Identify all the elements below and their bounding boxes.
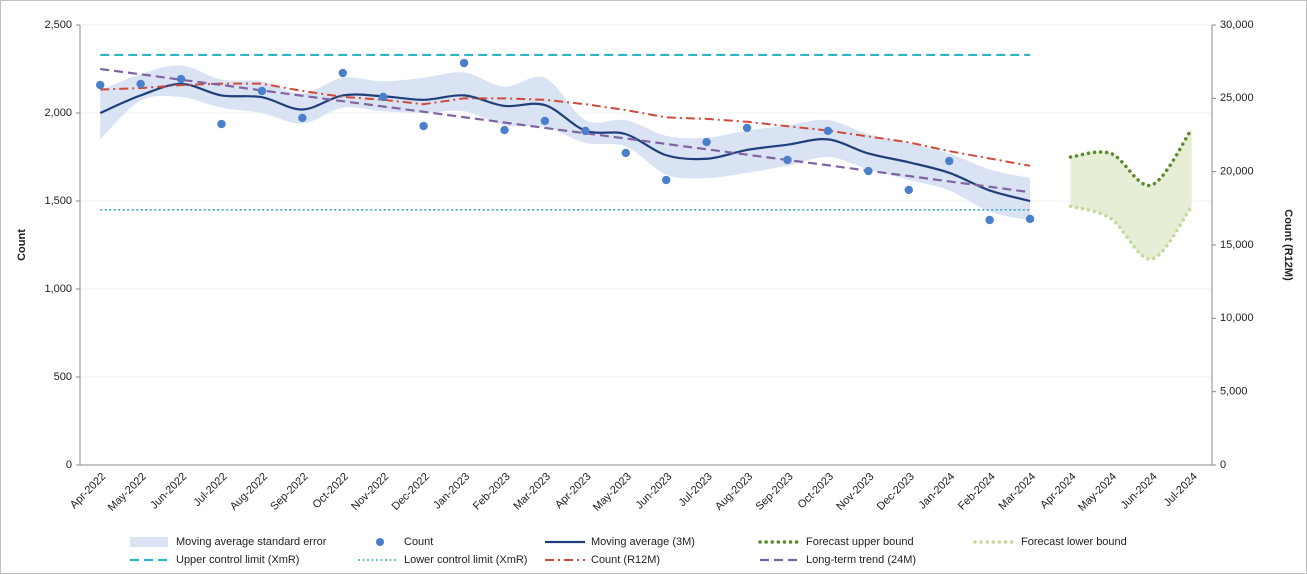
series-line: [1068, 127, 1194, 187]
count-point: [1025, 214, 1035, 224]
series-line: [1068, 204, 1194, 261]
legend-item: Count: [376, 536, 433, 548]
std-error-band: [100, 65, 1031, 221]
forecast-area: [1070, 128, 1192, 260]
series-line: [100, 82, 1031, 167]
legend-label: Moving average (3M): [591, 536, 695, 548]
legend-item: Long-term trend (24M): [760, 554, 916, 566]
series-line: [99, 82, 1031, 203]
y2-tick-label: 20,000: [1220, 166, 1254, 178]
count-point: [621, 148, 630, 158]
count-point: [742, 123, 752, 133]
legend-item: Upper control limit (XmR): [130, 554, 299, 566]
legend-label: Count (R12M): [591, 554, 660, 566]
y-tick-label: 2,000: [44, 107, 72, 119]
y2-axis-title: Count (R12M): [1282, 209, 1294, 281]
legend-label: Forecast lower bound: [1021, 536, 1127, 548]
count-point: [823, 126, 833, 136]
legend-swatch: [376, 538, 384, 546]
legend-item: Moving average (3M): [545, 536, 695, 548]
legend-label: Count: [404, 536, 433, 548]
y-tick-label: 0: [66, 459, 72, 471]
count-point: [217, 119, 226, 129]
count-point: [662, 175, 671, 185]
y-tick-label: 2,500: [44, 19, 72, 31]
count-point: [985, 215, 994, 225]
y-tick-label: 500: [54, 371, 72, 383]
y2-tick-label: 0: [1220, 459, 1226, 471]
count-point: [864, 166, 873, 176]
count-point: [783, 155, 792, 165]
count-point: [500, 125, 509, 135]
legend-item: Count (R12M): [545, 554, 660, 566]
legend-label: Forecast upper bound: [806, 536, 914, 548]
legend-item: Lower control limit (XmR): [358, 554, 527, 566]
count-point: [581, 126, 590, 136]
count-point: [540, 116, 550, 126]
count-point: [257, 86, 267, 96]
y-tick-label: 1,000: [44, 283, 72, 295]
y-tick-label: 1,500: [44, 195, 72, 207]
y2-tick-label: 25,000: [1220, 92, 1254, 104]
legend-item: Forecast upper bound: [758, 536, 914, 548]
count-point: [702, 137, 711, 147]
count-point: [379, 92, 388, 102]
count-point: [176, 74, 186, 84]
y2-tick-label: 15,000: [1220, 239, 1254, 251]
legend-label: Lower control limit (XmR): [404, 554, 527, 566]
y2-tick-label: 5,000: [1220, 386, 1248, 398]
legend-label: Long-term trend (24M): [806, 554, 916, 566]
legend-label: Moving average standard error: [176, 536, 327, 548]
count-point: [96, 80, 105, 90]
count-point: [136, 79, 145, 89]
count-point: [904, 185, 913, 195]
count-point: [298, 113, 307, 123]
y2-tick-label: 10,000: [1220, 312, 1254, 324]
series-line: [100, 67, 1031, 194]
count-point: [419, 121, 428, 131]
count-point: [459, 58, 469, 68]
y2-tick-label: 30,000: [1220, 19, 1254, 31]
legend-item: Forecast lower bound: [973, 536, 1127, 548]
legend-item: Moving average standard error: [130, 536, 327, 548]
legend-swatch: [130, 537, 168, 547]
count-point: [338, 68, 347, 78]
y-axis-title: Count: [16, 229, 28, 261]
count-point: [945, 156, 954, 166]
legend-label: Upper control limit (XmR): [176, 554, 299, 566]
